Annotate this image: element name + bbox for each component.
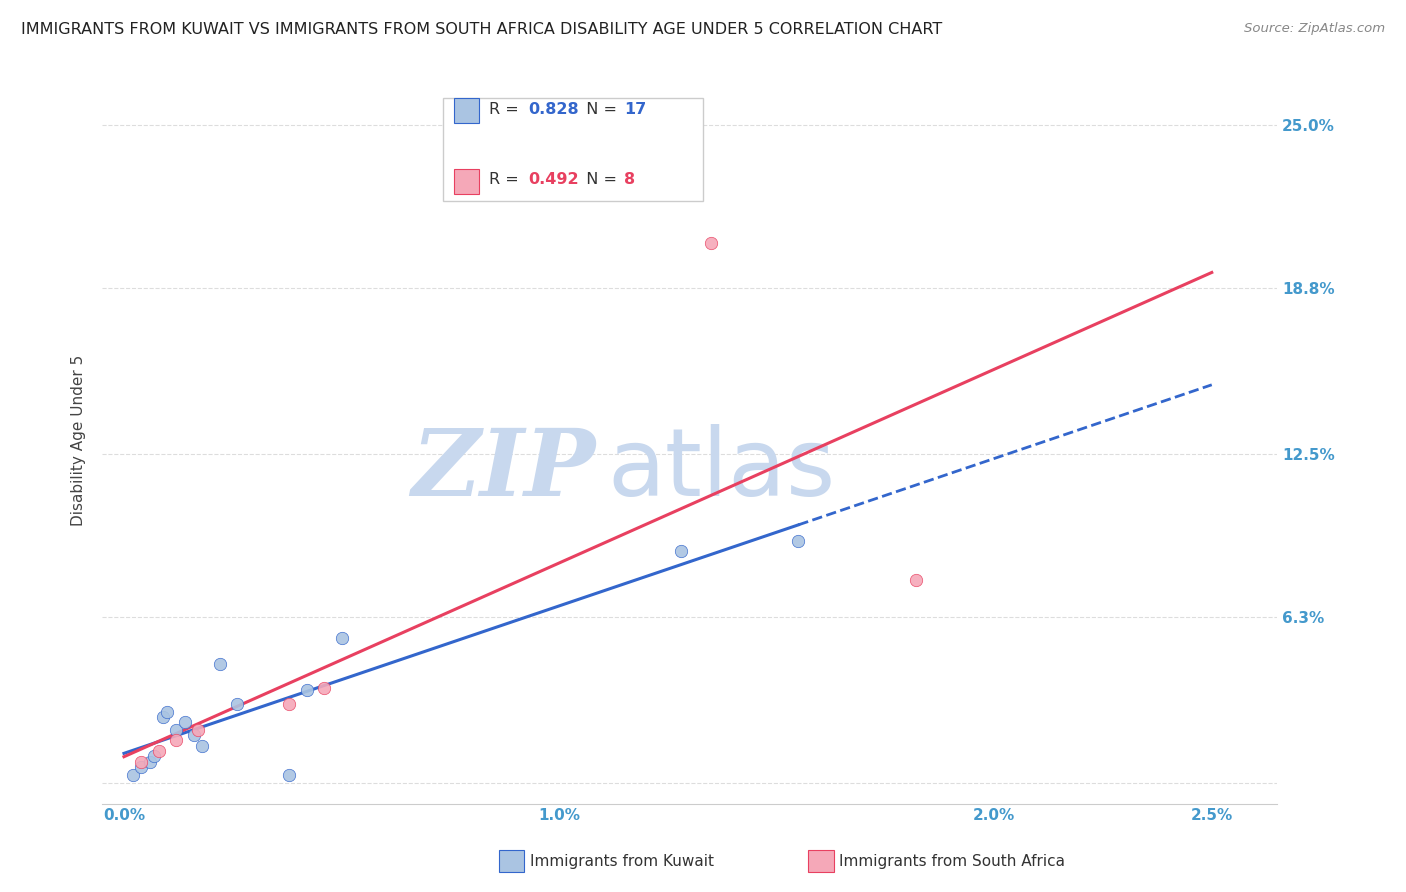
Text: 0.492: 0.492 bbox=[529, 172, 579, 187]
Text: Immigrants from South Africa: Immigrants from South Africa bbox=[839, 854, 1066, 869]
Point bbox=[191, 739, 214, 753]
Point bbox=[278, 767, 301, 781]
Point bbox=[139, 755, 162, 769]
Point bbox=[143, 749, 166, 764]
Text: 8: 8 bbox=[624, 172, 636, 187]
Text: N =: N = bbox=[576, 172, 623, 187]
Text: 17: 17 bbox=[624, 102, 647, 117]
Text: Source: ZipAtlas.com: Source: ZipAtlas.com bbox=[1244, 22, 1385, 36]
Text: N =: N = bbox=[576, 102, 623, 117]
Point bbox=[669, 544, 692, 558]
Text: atlas: atlas bbox=[607, 424, 835, 516]
Point bbox=[208, 657, 231, 672]
Point bbox=[131, 755, 153, 769]
Text: Immigrants from Kuwait: Immigrants from Kuwait bbox=[530, 854, 714, 869]
Point bbox=[787, 533, 810, 548]
Text: R =: R = bbox=[489, 172, 524, 187]
Point bbox=[278, 697, 301, 711]
Point bbox=[904, 573, 927, 587]
Point bbox=[121, 767, 143, 781]
Point bbox=[165, 723, 187, 737]
Point bbox=[226, 697, 249, 711]
Point bbox=[165, 733, 187, 747]
Point bbox=[131, 760, 153, 774]
Point bbox=[330, 631, 353, 645]
Point bbox=[173, 714, 195, 729]
Point bbox=[148, 744, 170, 758]
Point bbox=[152, 710, 174, 724]
Point bbox=[187, 723, 209, 737]
Point bbox=[156, 705, 179, 719]
Text: ZIP: ZIP bbox=[412, 425, 596, 515]
Point bbox=[314, 681, 336, 695]
Text: R =: R = bbox=[489, 102, 524, 117]
Point bbox=[700, 236, 723, 251]
Point bbox=[295, 683, 318, 698]
Y-axis label: Disability Age Under 5: Disability Age Under 5 bbox=[72, 355, 86, 526]
Text: 0.828: 0.828 bbox=[529, 102, 579, 117]
Point bbox=[183, 728, 205, 742]
Text: IMMIGRANTS FROM KUWAIT VS IMMIGRANTS FROM SOUTH AFRICA DISABILITY AGE UNDER 5 CO: IMMIGRANTS FROM KUWAIT VS IMMIGRANTS FRO… bbox=[21, 22, 942, 37]
